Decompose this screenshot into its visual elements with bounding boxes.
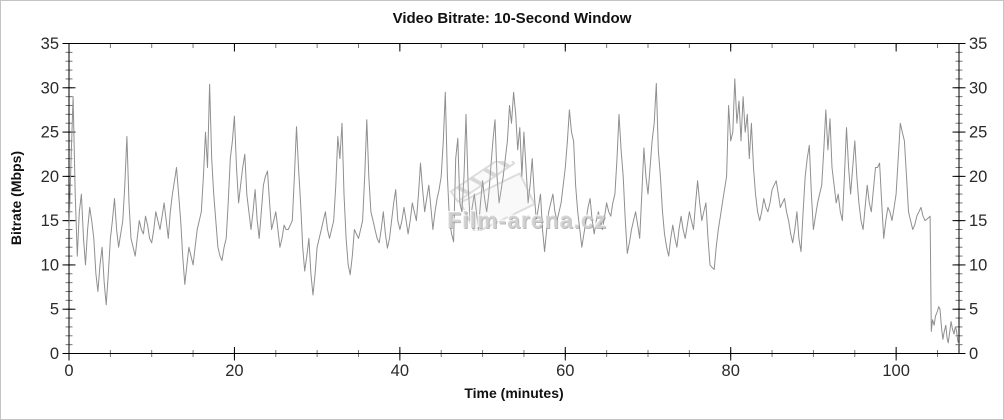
x-tick-label: 0 [64,362,73,380]
y-tick-label-right: 10 [969,256,987,274]
y-tick-label-right: 25 [969,124,987,142]
y-tick-label-left: 30 [41,79,59,97]
x-tick-label: 80 [722,362,740,380]
y-tick-label-right: 35 [969,35,987,53]
y-tick-label-left: 35 [41,35,59,53]
y-tick-label-right: 0 [969,345,978,363]
x-tick-label: 60 [556,362,574,380]
x-tick-label: 40 [391,362,409,380]
y-tick-label-left: 15 [41,212,59,230]
y-tick-label-left: 25 [41,124,59,142]
y-tick-label-left: 20 [41,168,59,186]
chart-title: Video Bitrate: 10-Second Window [392,10,632,27]
x-tick-label: 20 [225,362,243,380]
y-tick-label-right: 30 [969,79,987,97]
y-tick-label-left: 5 [50,301,59,319]
plot-frame [68,43,960,354]
x-axis-title: Time (minutes) [464,385,564,401]
y-axis-title: Bitrate (Mbps) [8,150,24,246]
y-tick-label-left: 10 [41,256,59,274]
y-tick-label-left: 0 [50,345,59,363]
x-tick-label: 100 [882,362,910,380]
y-tick-label-right: 15 [969,212,987,230]
bitrate-series-line [68,78,960,345]
y-tick-label-right: 20 [969,168,987,186]
y-tick-label-right: 5 [969,301,978,319]
